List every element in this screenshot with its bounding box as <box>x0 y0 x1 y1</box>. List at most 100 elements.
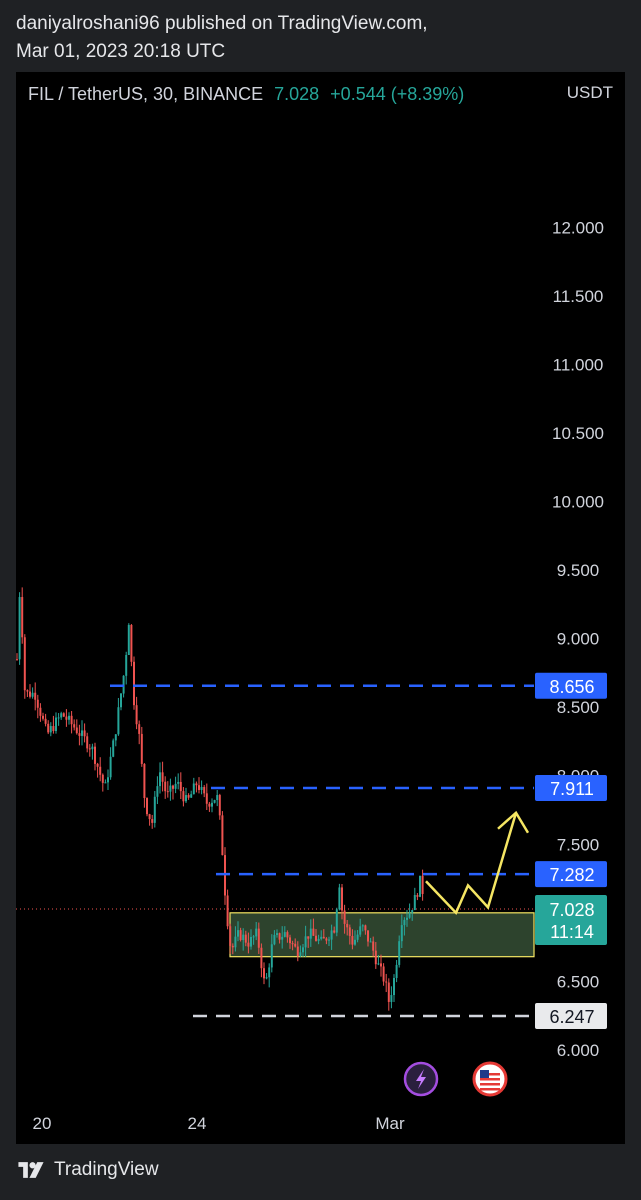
candle-body <box>203 787 206 794</box>
candle-body <box>372 941 375 951</box>
candle-body <box>211 802 213 807</box>
candle-body <box>65 716 68 720</box>
candle-body <box>268 967 271 978</box>
flag-stripe <box>480 1083 500 1086</box>
flag-stripe <box>480 1073 500 1076</box>
chart-panel[interactable]: 12.000 11.500 11.000 10.500 10.000 9.500 9.000… <box>16 72 625 1144</box>
candle-body <box>369 941 372 943</box>
candle-body <box>317 938 320 941</box>
lightning-glyph <box>416 1069 426 1089</box>
candle-body <box>286 932 289 938</box>
candle-body <box>185 795 187 802</box>
candle-body <box>276 933 278 935</box>
candle-body <box>198 785 200 791</box>
candle-body <box>49 726 52 733</box>
candle-body <box>205 793 208 804</box>
candle-body <box>307 936 310 939</box>
candle-body <box>270 944 273 968</box>
candle-body <box>325 938 328 941</box>
y-tick-label: 9.000 <box>557 630 600 649</box>
candle-body <box>265 977 268 979</box>
candle-body <box>247 942 250 947</box>
candle-body <box>351 935 354 945</box>
candle-body <box>96 763 99 767</box>
candle-body <box>239 930 242 941</box>
candle-body <box>283 932 286 937</box>
footer-brand[interactable]: TradingView <box>16 1159 159 1181</box>
bar-countdown-label: 11:14 <box>550 922 594 942</box>
candle-body <box>169 785 172 792</box>
candle-body <box>161 772 164 782</box>
current-price-label: 7.028 <box>549 900 594 920</box>
candle-body <box>242 934 245 941</box>
brand-name: TradingView <box>54 1159 159 1180</box>
price-change: +0.544 (+8.39%) <box>330 84 465 104</box>
candle-body <box>34 692 37 700</box>
candle-body <box>291 943 294 945</box>
candle-body <box>403 919 406 926</box>
candle-body <box>101 774 104 783</box>
candle-body <box>218 795 221 816</box>
candle-body <box>348 927 351 936</box>
candle-body <box>354 939 356 945</box>
candle-body <box>88 748 91 750</box>
candle-body <box>130 624 133 662</box>
candle-body <box>78 733 81 736</box>
candle-body <box>21 597 24 638</box>
candle-body <box>406 917 408 920</box>
candle-body <box>312 928 315 936</box>
symbol-label[interactable]: FIL / TetherUS, 30, BINANCE <box>28 84 264 104</box>
candle-body <box>120 693 122 708</box>
candle-body <box>257 928 260 948</box>
tradingview-logo-icon <box>18 1162 44 1178</box>
candle-body <box>244 934 247 943</box>
candle-body <box>31 692 34 697</box>
x-tick-label: 20 <box>33 1114 52 1133</box>
y-tick-label: 9.500 <box>557 561 600 580</box>
candle-body <box>156 786 159 797</box>
candle-body <box>133 661 135 706</box>
candle-body <box>408 912 411 918</box>
candle-body <box>86 736 89 749</box>
candle-body <box>234 936 237 948</box>
price-level-badge <box>535 861 607 888</box>
candle-body <box>374 950 377 965</box>
price-chart[interactable]: 12.000 11.500 11.000 10.500 10.000 9.500 9.000… <box>16 72 625 1144</box>
candle-body <box>330 930 333 940</box>
candle-body <box>385 981 388 983</box>
publisher-line: daniyalroshani96 published on TradingVie… <box>16 13 428 34</box>
candle-body <box>400 925 403 942</box>
candle-body <box>47 723 50 733</box>
candle-body <box>192 783 195 795</box>
candle-body <box>413 895 416 911</box>
candle-body <box>237 930 239 937</box>
currency-label: USDT <box>566 83 613 102</box>
y-tick-label: 12.000 <box>552 218 604 237</box>
candle-body <box>114 734 117 741</box>
price-level-badge <box>535 774 607 801</box>
candle-body <box>320 936 323 939</box>
candle-body <box>140 733 143 764</box>
candle-body <box>322 936 325 939</box>
candle-body <box>23 637 26 691</box>
candle-body <box>57 717 60 719</box>
candle-body <box>135 705 138 725</box>
candle-body <box>341 887 343 911</box>
candle-body <box>104 782 107 784</box>
candle-body <box>109 756 112 778</box>
consolidation-zone <box>229 912 535 958</box>
y-tick-label: 11.000 <box>553 355 604 374</box>
candle-body <box>289 937 291 944</box>
candle-body <box>296 946 299 957</box>
y-tick-label: 11.500 <box>553 287 604 306</box>
candle-body <box>177 781 180 784</box>
candle-body <box>281 936 284 940</box>
candle-body <box>359 926 362 935</box>
candle-body <box>125 655 128 676</box>
candle-body <box>73 724 76 728</box>
candle-body <box>164 781 167 792</box>
candle-body <box>252 936 255 938</box>
candle-body <box>146 798 148 815</box>
candle-body <box>55 717 57 732</box>
candle-body <box>190 794 193 798</box>
